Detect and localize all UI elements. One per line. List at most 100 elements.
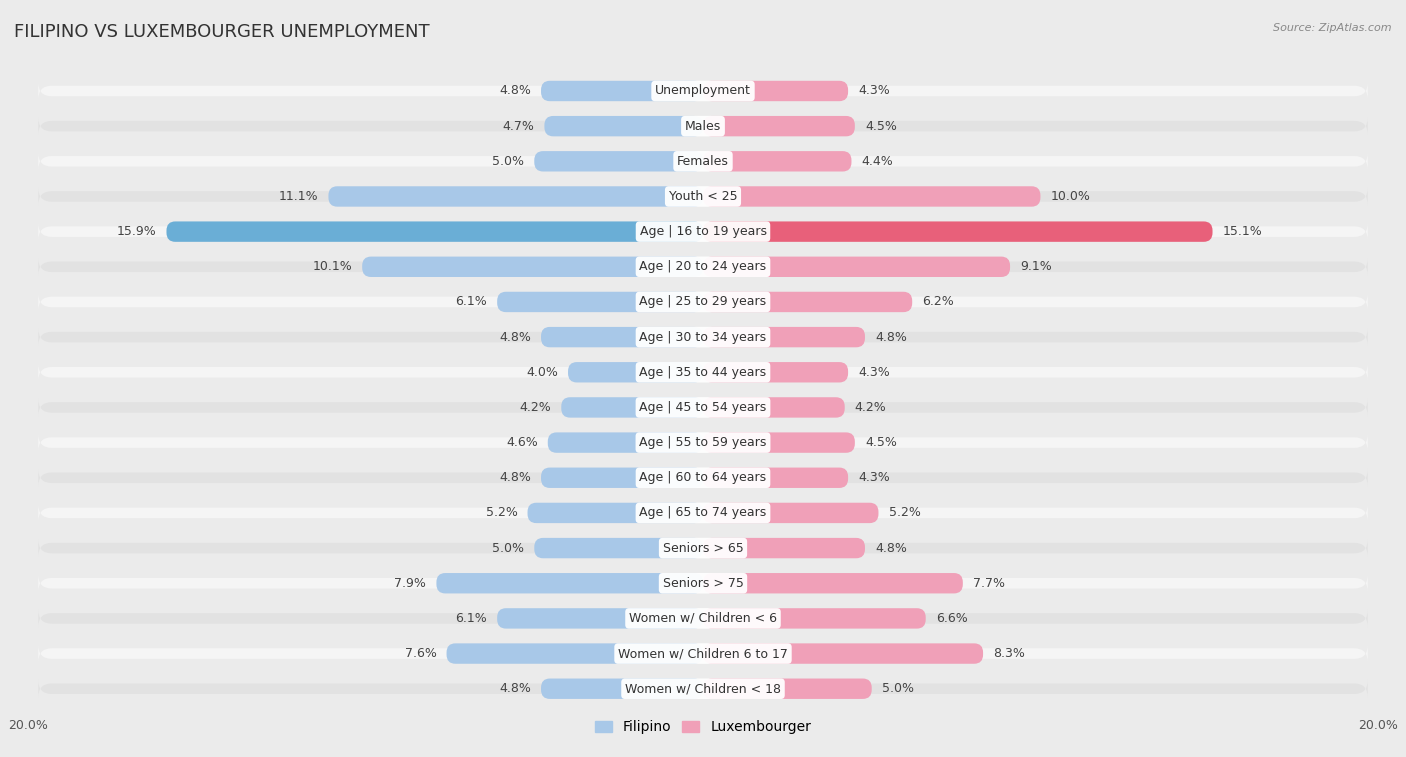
Text: Age | 45 to 54 years: Age | 45 to 54 years bbox=[640, 401, 766, 414]
Text: 5.0%: 5.0% bbox=[882, 682, 914, 695]
Text: 4.2%: 4.2% bbox=[519, 401, 551, 414]
Text: 4.8%: 4.8% bbox=[499, 472, 531, 484]
Text: Females: Females bbox=[678, 155, 728, 168]
FancyBboxPatch shape bbox=[498, 608, 703, 628]
Text: 4.4%: 4.4% bbox=[862, 155, 893, 168]
Text: 4.2%: 4.2% bbox=[855, 401, 887, 414]
FancyBboxPatch shape bbox=[703, 116, 855, 136]
FancyBboxPatch shape bbox=[38, 539, 1368, 557]
Text: 4.8%: 4.8% bbox=[875, 541, 907, 555]
Text: 7.9%: 7.9% bbox=[395, 577, 426, 590]
Text: Age | 35 to 44 years: Age | 35 to 44 years bbox=[640, 366, 766, 378]
FancyBboxPatch shape bbox=[703, 222, 1212, 241]
Text: 10.1%: 10.1% bbox=[312, 260, 352, 273]
Text: Seniors > 65: Seniors > 65 bbox=[662, 541, 744, 555]
FancyBboxPatch shape bbox=[541, 468, 703, 488]
FancyBboxPatch shape bbox=[548, 432, 703, 453]
Text: 15.1%: 15.1% bbox=[1223, 225, 1263, 238]
Text: Age | 20 to 24 years: Age | 20 to 24 years bbox=[640, 260, 766, 273]
Text: Unemployment: Unemployment bbox=[655, 85, 751, 98]
FancyBboxPatch shape bbox=[703, 186, 1040, 207]
Text: 5.0%: 5.0% bbox=[492, 155, 524, 168]
FancyBboxPatch shape bbox=[38, 152, 1368, 170]
Text: 4.7%: 4.7% bbox=[502, 120, 534, 132]
FancyBboxPatch shape bbox=[703, 291, 912, 312]
Text: 15.9%: 15.9% bbox=[117, 225, 156, 238]
FancyBboxPatch shape bbox=[498, 291, 703, 312]
Text: 4.8%: 4.8% bbox=[875, 331, 907, 344]
FancyBboxPatch shape bbox=[38, 363, 1368, 381]
Text: Seniors > 75: Seniors > 75 bbox=[662, 577, 744, 590]
FancyBboxPatch shape bbox=[38, 575, 1368, 592]
FancyBboxPatch shape bbox=[703, 327, 865, 347]
Text: Women w/ Children < 18: Women w/ Children < 18 bbox=[626, 682, 780, 695]
Text: Youth < 25: Youth < 25 bbox=[669, 190, 737, 203]
Text: 5.0%: 5.0% bbox=[492, 541, 524, 555]
Text: FILIPINO VS LUXEMBOURGER UNEMPLOYMENT: FILIPINO VS LUXEMBOURGER UNEMPLOYMENT bbox=[14, 23, 430, 41]
FancyBboxPatch shape bbox=[534, 151, 703, 172]
Text: 11.1%: 11.1% bbox=[278, 190, 318, 203]
Text: 6.6%: 6.6% bbox=[936, 612, 967, 625]
Text: Age | 55 to 59 years: Age | 55 to 59 years bbox=[640, 436, 766, 449]
FancyBboxPatch shape bbox=[568, 362, 703, 382]
FancyBboxPatch shape bbox=[38, 258, 1368, 276]
Text: 4.8%: 4.8% bbox=[499, 85, 531, 98]
Text: 4.3%: 4.3% bbox=[858, 85, 890, 98]
FancyBboxPatch shape bbox=[561, 397, 703, 418]
FancyBboxPatch shape bbox=[38, 399, 1368, 416]
FancyBboxPatch shape bbox=[38, 680, 1368, 697]
FancyBboxPatch shape bbox=[38, 117, 1368, 135]
FancyBboxPatch shape bbox=[329, 186, 703, 207]
FancyBboxPatch shape bbox=[38, 293, 1368, 310]
Text: 4.5%: 4.5% bbox=[865, 436, 897, 449]
FancyBboxPatch shape bbox=[703, 503, 879, 523]
FancyBboxPatch shape bbox=[527, 503, 703, 523]
FancyBboxPatch shape bbox=[38, 83, 1368, 100]
Legend: Filipino, Luxembourger: Filipino, Luxembourger bbox=[589, 715, 817, 740]
Text: 5.2%: 5.2% bbox=[889, 506, 921, 519]
FancyBboxPatch shape bbox=[38, 223, 1368, 241]
Text: Age | 30 to 34 years: Age | 30 to 34 years bbox=[640, 331, 766, 344]
Text: 4.6%: 4.6% bbox=[506, 436, 537, 449]
FancyBboxPatch shape bbox=[541, 678, 703, 699]
FancyBboxPatch shape bbox=[544, 116, 703, 136]
FancyBboxPatch shape bbox=[38, 188, 1368, 205]
Text: 7.7%: 7.7% bbox=[973, 577, 1005, 590]
FancyBboxPatch shape bbox=[703, 538, 865, 558]
FancyBboxPatch shape bbox=[703, 643, 983, 664]
Text: Age | 16 to 19 years: Age | 16 to 19 years bbox=[640, 225, 766, 238]
FancyBboxPatch shape bbox=[703, 362, 848, 382]
FancyBboxPatch shape bbox=[166, 222, 703, 241]
FancyBboxPatch shape bbox=[38, 329, 1368, 346]
Text: 6.1%: 6.1% bbox=[456, 612, 486, 625]
Text: Age | 25 to 29 years: Age | 25 to 29 years bbox=[640, 295, 766, 308]
FancyBboxPatch shape bbox=[703, 397, 845, 418]
FancyBboxPatch shape bbox=[703, 432, 855, 453]
FancyBboxPatch shape bbox=[541, 327, 703, 347]
Text: Age | 65 to 74 years: Age | 65 to 74 years bbox=[640, 506, 766, 519]
FancyBboxPatch shape bbox=[38, 645, 1368, 662]
FancyBboxPatch shape bbox=[703, 678, 872, 699]
Text: 9.1%: 9.1% bbox=[1021, 260, 1052, 273]
Text: Age | 60 to 64 years: Age | 60 to 64 years bbox=[640, 472, 766, 484]
Text: 4.5%: 4.5% bbox=[865, 120, 897, 132]
Text: 4.3%: 4.3% bbox=[858, 366, 890, 378]
FancyBboxPatch shape bbox=[703, 608, 925, 628]
FancyBboxPatch shape bbox=[703, 81, 848, 101]
Text: 5.2%: 5.2% bbox=[485, 506, 517, 519]
Text: Women w/ Children 6 to 17: Women w/ Children 6 to 17 bbox=[619, 647, 787, 660]
FancyBboxPatch shape bbox=[38, 609, 1368, 628]
FancyBboxPatch shape bbox=[38, 434, 1368, 451]
FancyBboxPatch shape bbox=[541, 81, 703, 101]
Text: 6.2%: 6.2% bbox=[922, 295, 955, 308]
Text: 8.3%: 8.3% bbox=[993, 647, 1025, 660]
Text: 10.0%: 10.0% bbox=[1050, 190, 1091, 203]
FancyBboxPatch shape bbox=[534, 538, 703, 558]
Text: 4.8%: 4.8% bbox=[499, 331, 531, 344]
FancyBboxPatch shape bbox=[703, 257, 1010, 277]
FancyBboxPatch shape bbox=[363, 257, 703, 277]
FancyBboxPatch shape bbox=[38, 469, 1368, 487]
Text: 7.6%: 7.6% bbox=[405, 647, 436, 660]
Text: Women w/ Children < 6: Women w/ Children < 6 bbox=[628, 612, 778, 625]
FancyBboxPatch shape bbox=[38, 504, 1368, 522]
